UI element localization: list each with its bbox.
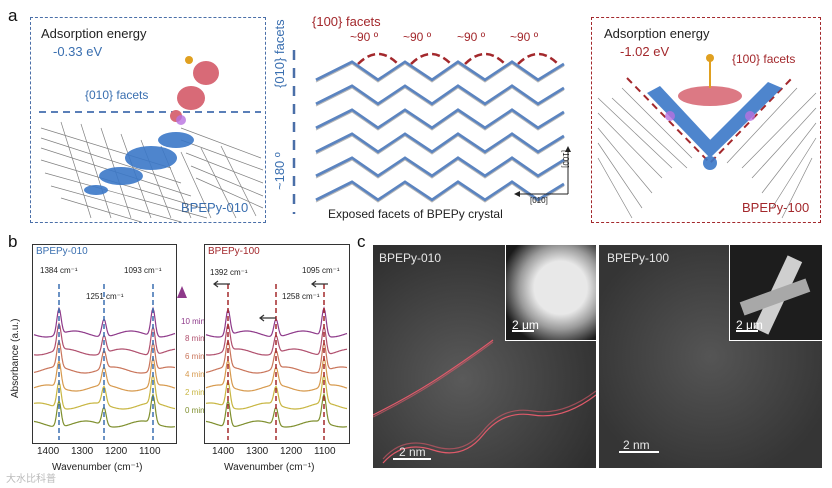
ftir-right-frame bbox=[204, 244, 350, 444]
left-name-label: BPEPy-010 bbox=[181, 200, 249, 215]
left-peak-3: 1093 cm⁻¹ bbox=[124, 266, 162, 275]
tem-left-inset: 2 μm bbox=[505, 245, 596, 341]
axis-vertical-label: [100] bbox=[561, 150, 570, 168]
tem-left-name: BPEPy-010 bbox=[379, 251, 442, 265]
center-caption: Exposed facets of BPEPy crystal bbox=[328, 207, 503, 221]
time-label-10: 10 min bbox=[181, 317, 206, 326]
ftir-left-title: BPEPy-010 bbox=[36, 246, 88, 257]
left-energy-value: -0.33 eV bbox=[53, 44, 103, 59]
panel-a-label: a bbox=[8, 6, 18, 25]
angle-label-1: ~90 º bbox=[350, 30, 379, 44]
right-facet-label: {100} facets bbox=[732, 52, 796, 66]
panel-a-left-box: Adsorption energy -0.33 eV {010} facets … bbox=[30, 17, 266, 223]
right-peak-1: 1392 cm⁻¹ bbox=[210, 268, 248, 277]
time-label-8: 8 min bbox=[185, 334, 205, 343]
time-label-4: 4 min bbox=[185, 370, 205, 379]
right-tick-1400: 1400 bbox=[212, 446, 235, 457]
angle-label-4: ~90 º bbox=[510, 30, 539, 44]
left-energy-title: Adsorption energy bbox=[41, 26, 147, 41]
center-side-angle: ~180 º bbox=[272, 152, 287, 190]
right-peak-3: 1095 cm⁻¹ bbox=[302, 266, 340, 275]
time-label-0: 0 min bbox=[185, 406, 205, 415]
right-tick-1100: 1100 bbox=[314, 446, 336, 457]
center-side-facets: {010} facets bbox=[272, 19, 287, 88]
spectrum-line-4 bbox=[33, 373, 176, 410]
time-arrow bbox=[177, 286, 187, 426]
panel-a-right-box: Adsorption energy -1.02 eV {100} facets … bbox=[591, 17, 821, 223]
left-xlabel: Wavenumber (cm⁻¹) bbox=[52, 462, 143, 473]
tem-right-inset: 2 μm bbox=[729, 245, 822, 341]
panel-c-label: c bbox=[357, 232, 366, 251]
tem-right-name: BPEPy-100 bbox=[607, 251, 670, 265]
center-chain-illustration bbox=[292, 50, 571, 214]
tem-right-inset-scale: 2 μm bbox=[736, 318, 763, 332]
right-name-label: BPEPy-100 bbox=[742, 200, 810, 215]
ftir-right-spectra bbox=[205, 280, 348, 440]
right-energy-value: -1.02 eV bbox=[620, 44, 670, 59]
panel-b-label: b bbox=[8, 232, 18, 251]
right-peak-2: 1258 cm⁻¹ bbox=[282, 292, 320, 301]
left-peak-1: 1384 cm⁻¹ bbox=[40, 266, 78, 275]
shift-arrow-2 bbox=[311, 280, 328, 288]
left-peak-2: 1251 cm⁻¹ bbox=[86, 292, 124, 301]
center-top-facets: {100} facets bbox=[312, 14, 381, 29]
right-xlabel: Wavenumber (cm⁻¹) bbox=[224, 462, 315, 473]
time-label-6: 6 min bbox=[185, 352, 205, 361]
right-energy-title: Adsorption energy bbox=[604, 26, 710, 41]
shift-arrow-1 bbox=[259, 314, 276, 322]
tem-left-inset-scale: 2 μm bbox=[512, 318, 539, 332]
time-label-2: 2 min bbox=[185, 388, 205, 397]
right-slab-illustration bbox=[597, 54, 817, 219]
watermark: 大水比科普 bbox=[6, 474, 56, 485]
ftir-left-frame bbox=[32, 244, 177, 444]
tem-right-image: BPEPy-100 2 nm 2 μm bbox=[599, 245, 822, 468]
angle-label-2: ~90 º bbox=[403, 30, 432, 44]
shift-arrow-0 bbox=[213, 280, 230, 288]
tem-left-image: BPEPy-010 2 nm 2 μm bbox=[373, 245, 596, 468]
left-facet-label: {010} facets bbox=[85, 88, 149, 102]
left-tick-1300: 1300 bbox=[71, 446, 94, 457]
angle-label-3: ~90 º bbox=[457, 30, 486, 44]
right-tick-1300: 1300 bbox=[246, 446, 269, 457]
ftir-right-title: BPEPy-100 bbox=[208, 246, 260, 257]
left-tick-1200: 1200 bbox=[105, 446, 128, 457]
axis-horizontal-label: [010] bbox=[530, 196, 548, 205]
ftir-left-spectra bbox=[33, 284, 176, 440]
panel-b-ylabel: Absorbance (a.u.) bbox=[10, 318, 21, 399]
left-tick-1100: 1100 bbox=[139, 446, 161, 457]
right-tick-1200: 1200 bbox=[280, 446, 303, 457]
tem-right-scale: 2 nm bbox=[623, 438, 650, 452]
tem-left-scale: 2 nm bbox=[399, 445, 426, 459]
left-slab-illustration bbox=[39, 56, 264, 223]
left-tick-1400: 1400 bbox=[37, 446, 60, 457]
